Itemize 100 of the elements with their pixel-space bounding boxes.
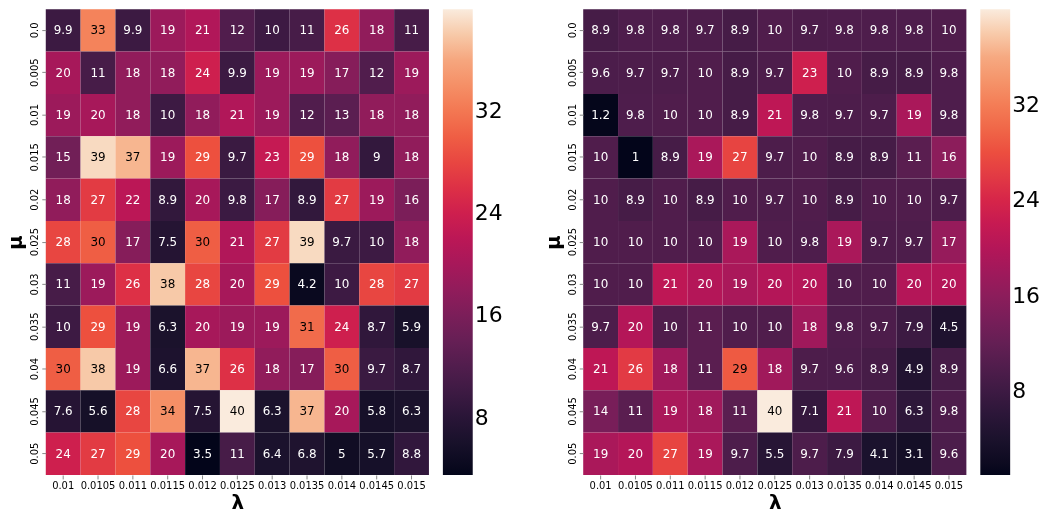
color-bar-label: 16 — [474, 302, 503, 328]
data-label: 23 — [264, 150, 280, 165]
data-label: 27 — [264, 235, 280, 250]
y-tick-label: 0.045 — [29, 397, 41, 426]
y-axis-title: μ — [4, 235, 28, 250]
data-label: 9.8 — [227, 192, 247, 207]
y-tick-label: 0.02 — [29, 188, 41, 211]
data-label: 24 — [55, 446, 71, 461]
x-tick-label: 0.0115 — [150, 480, 186, 492]
data-label: 19 — [125, 319, 141, 334]
data-label: 10 — [767, 319, 783, 334]
data-label: 21 — [662, 277, 678, 292]
data-label: 10 — [732, 319, 748, 334]
data-label: 39 — [90, 150, 106, 165]
data-label: 18 — [403, 150, 420, 165]
data-label: 11 — [627, 404, 644, 419]
data-label: 40 — [767, 404, 783, 419]
data-label: 10 — [627, 277, 644, 292]
data-label: 8.8 — [402, 446, 422, 461]
data-label: 9.7 — [625, 65, 645, 80]
data-label: 37 — [125, 150, 141, 165]
data-label: 4.2 — [297, 277, 317, 292]
data-label: 10 — [871, 404, 887, 419]
data-label: 26 — [229, 362, 245, 377]
data-label: 8.7 — [402, 362, 422, 377]
data-label: 9.7 — [227, 150, 247, 165]
data-label: 6.6 — [158, 362, 178, 377]
data-label: 20 — [802, 277, 818, 292]
data-label: 6.3 — [158, 319, 178, 334]
y-tick-label: 0.045 — [566, 397, 578, 426]
data-label: 9.7 — [730, 446, 750, 461]
data-label: 24 — [194, 65, 211, 80]
data-label: 19 — [369, 192, 385, 207]
data-label: 38 — [90, 362, 106, 377]
data-label: 18 — [767, 362, 783, 377]
data-label: 9.8 — [939, 65, 959, 80]
data-label: 9.7 — [800, 362, 820, 377]
data-label: 19 — [732, 277, 748, 292]
data-label: 10 — [334, 277, 350, 292]
y-tick-label: 0.035 — [566, 312, 578, 341]
data-label: 5.5 — [765, 446, 785, 461]
data-label: 30 — [55, 362, 71, 377]
data-label: 9.9 — [123, 23, 143, 38]
data-label: 18 — [403, 235, 420, 250]
x-tick-label: 0.011 — [118, 480, 148, 492]
data-label: 5.9 — [402, 319, 422, 334]
data-label: 9.9 — [227, 65, 247, 80]
data-label: 18 — [662, 362, 678, 377]
data-label: 7.9 — [904, 319, 924, 334]
x-tick-label: 0.0105 — [80, 480, 116, 492]
data-label: 22 — [125, 192, 141, 207]
data-label: 10 — [662, 108, 678, 123]
data-label: 18 — [264, 362, 280, 377]
data-label: 10 — [767, 235, 783, 250]
data-label: 10 — [697, 65, 713, 80]
data-label: 9.7 — [591, 319, 611, 334]
y-tick-label: 0.04 — [29, 358, 41, 381]
data-label: 20 — [229, 277, 245, 292]
color-bar-label: 24 — [474, 200, 503, 226]
data-label: 20 — [627, 446, 644, 461]
color-bar-label: 16 — [1012, 282, 1040, 308]
x-tick-label: 0.015 — [397, 480, 426, 492]
data-label: 18 — [334, 150, 350, 165]
x-tick-label: 0.013 — [795, 480, 824, 492]
data-label: 30 — [194, 235, 211, 250]
data-label: 11 — [229, 446, 245, 461]
data-label: 9.8 — [660, 23, 680, 38]
data-label: 3.1 — [904, 446, 924, 461]
data-label: 19 — [662, 404, 678, 419]
data-label: 39 — [299, 235, 315, 250]
data-label: 1 — [631, 150, 640, 165]
data-label: 9.8 — [939, 108, 959, 123]
data-label: 30 — [334, 362, 350, 377]
x-tick-label: 0.014 — [865, 480, 894, 492]
data-label: 9.7 — [800, 23, 820, 38]
data-label: 9.7 — [869, 235, 889, 250]
data-label: 4.9 — [904, 362, 924, 377]
data-label: 7.9 — [834, 446, 854, 461]
data-label: 10 — [627, 235, 644, 250]
data-label: 12 — [229, 23, 245, 38]
data-label: 21 — [229, 235, 245, 250]
data-label: 27 — [334, 192, 350, 207]
x-tick-label: 0.014 — [327, 480, 357, 492]
data-label: 19 — [160, 150, 176, 165]
data-label: 9.7 — [695, 23, 715, 38]
data-label: 27 — [403, 277, 420, 292]
x-tick-label: 0.0145 — [896, 480, 932, 492]
data-label: 21 — [194, 23, 211, 38]
data-label: 21 — [767, 108, 783, 123]
data-label: 20 — [160, 446, 176, 461]
data-label: 23 — [802, 65, 818, 80]
data-label: 34 — [160, 404, 176, 419]
data-label: 6.4 — [262, 446, 282, 461]
x-tick-label: 0.0125 — [219, 480, 255, 492]
data-label: 9.7 — [904, 235, 924, 250]
y-tick-label: 0.005 — [29, 58, 41, 87]
data-label: 5 — [338, 446, 346, 461]
data-label: 26 — [627, 362, 644, 377]
color-bar-label: 32 — [1012, 91, 1040, 117]
x-axis-title: λ — [231, 491, 245, 514]
